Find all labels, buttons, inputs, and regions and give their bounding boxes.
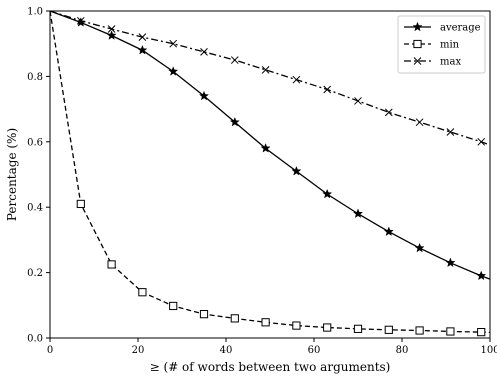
legend-item-min: min xyxy=(404,40,460,51)
x-tick-label: 0 xyxy=(47,345,53,356)
series-max xyxy=(49,10,491,146)
data-point-min xyxy=(353,324,363,333)
data-point-max xyxy=(261,66,270,74)
data-point-min xyxy=(384,325,393,334)
data-point-average xyxy=(322,188,333,199)
series-min xyxy=(49,10,491,337)
data-point-min xyxy=(107,260,116,269)
x-tick-label: 60 xyxy=(308,345,321,356)
legend-marker-max xyxy=(413,57,422,65)
legend-label: average xyxy=(440,23,481,34)
data-point-max xyxy=(230,56,239,64)
x-tick-label: 100 xyxy=(480,345,497,356)
data-point-average xyxy=(291,165,302,176)
legend-label: max xyxy=(440,57,461,68)
data-point-min xyxy=(199,310,209,319)
data-point-average xyxy=(106,30,117,40)
data-point-average xyxy=(476,270,487,281)
data-point-max xyxy=(169,39,178,48)
y-tick-label: 0.2 xyxy=(27,268,43,279)
data-point-min xyxy=(261,318,270,327)
series-line-average xyxy=(49,10,491,280)
y-tick-label: 0.6 xyxy=(27,137,43,148)
legend-item-max: max xyxy=(404,57,461,68)
x-axis-label: ≥ (# of words between two arguments) xyxy=(150,360,391,374)
data-point-min xyxy=(138,288,147,297)
data-point-max xyxy=(354,97,362,105)
series-layer xyxy=(49,10,491,337)
data-point-average xyxy=(445,257,456,268)
y-tick-label: 1.0 xyxy=(27,7,43,18)
data-point-max xyxy=(477,137,486,146)
series-line-min xyxy=(49,10,491,334)
data-point-average xyxy=(383,226,394,237)
x-tick-label: 20 xyxy=(132,345,145,356)
legend-marker-min xyxy=(413,39,422,49)
series-line-max xyxy=(49,10,491,146)
data-point-average xyxy=(352,208,364,219)
axis-ticks: 0 20 40 60 80 100 0.0 0.2 0.4 0.6 0.8 1.0 xyxy=(27,7,497,357)
y-tick-label: 0.8 xyxy=(27,72,43,83)
data-point-min xyxy=(292,321,301,330)
plot-frame xyxy=(49,10,491,339)
data-point-min xyxy=(477,328,486,337)
data-point-max xyxy=(76,16,85,25)
legend-item-average: average xyxy=(404,21,481,34)
data-point-min xyxy=(169,301,178,311)
data-point-max xyxy=(107,25,116,33)
y-tick-label: 0.4 xyxy=(27,203,43,214)
data-point-min xyxy=(230,314,239,323)
data-point-average xyxy=(137,44,148,55)
legend-marker-average xyxy=(412,21,423,32)
y-tick-label: 0.0 xyxy=(27,334,43,345)
x-tick-label: 40 xyxy=(220,345,233,356)
data-point-max xyxy=(446,128,455,136)
data-point-max xyxy=(200,48,208,56)
data-point-max xyxy=(415,118,424,127)
series-average xyxy=(49,10,491,281)
data-point-max xyxy=(384,108,393,117)
legend-label: min xyxy=(440,40,460,51)
data-point-min xyxy=(415,326,424,335)
x-tick-label: 80 xyxy=(396,345,409,356)
data-point-average xyxy=(198,90,210,101)
data-point-min xyxy=(323,323,332,332)
data-point-average xyxy=(414,242,425,253)
data-point-max xyxy=(138,33,147,42)
data-point-average xyxy=(168,66,179,76)
data-point-average xyxy=(229,116,240,127)
legend: average min max xyxy=(397,15,486,74)
data-point-max xyxy=(292,75,301,84)
data-point-min xyxy=(446,327,455,336)
data-point-min xyxy=(76,199,85,209)
data-point-max xyxy=(323,85,332,94)
y-axis-label: Percentage (%) xyxy=(5,128,19,221)
data-point-average xyxy=(260,143,271,153)
data-point-average xyxy=(75,17,86,27)
